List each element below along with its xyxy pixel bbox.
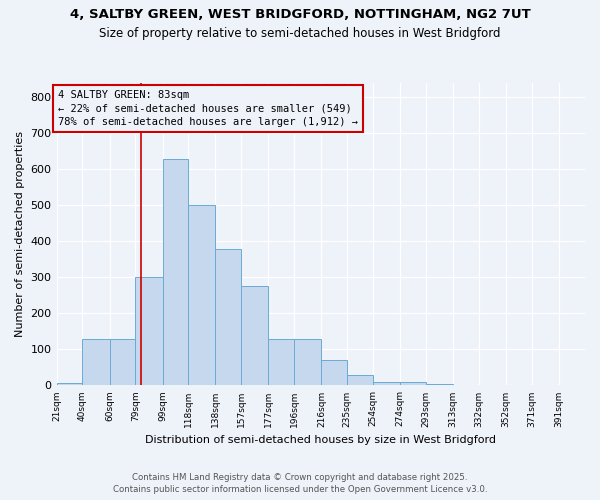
Bar xyxy=(268,338,294,386)
Text: 4 SALTBY GREEN: 83sqm
← 22% of semi-detached houses are smaller (549)
78% of sem: 4 SALTBY GREEN: 83sqm ← 22% of semi-deta… xyxy=(58,90,358,126)
Bar xyxy=(110,338,136,386)
Text: Contains HM Land Registry data © Crown copyright and database right 2025.
Contai: Contains HM Land Registry data © Crown c… xyxy=(113,472,487,494)
Bar xyxy=(400,382,426,386)
Bar xyxy=(322,360,347,386)
Bar xyxy=(82,338,110,386)
X-axis label: Distribution of semi-detached houses by size in West Bridgford: Distribution of semi-detached houses by … xyxy=(145,435,496,445)
Text: 4, SALTBY GREEN, WEST BRIDGFORD, NOTTINGHAM, NG2 7UT: 4, SALTBY GREEN, WEST BRIDGFORD, NOTTING… xyxy=(70,8,530,20)
Text: Size of property relative to semi-detached houses in West Bridgford: Size of property relative to semi-detach… xyxy=(99,28,501,40)
Bar xyxy=(294,338,322,386)
Bar xyxy=(426,384,453,386)
Bar xyxy=(215,248,241,386)
Y-axis label: Number of semi-detached properties: Number of semi-detached properties xyxy=(15,131,25,337)
Bar xyxy=(188,206,215,386)
Bar xyxy=(373,382,400,386)
Bar xyxy=(56,382,82,386)
Bar xyxy=(241,286,268,386)
Bar xyxy=(347,376,373,386)
Bar xyxy=(136,278,163,386)
Bar xyxy=(453,384,479,386)
Bar xyxy=(163,158,188,386)
